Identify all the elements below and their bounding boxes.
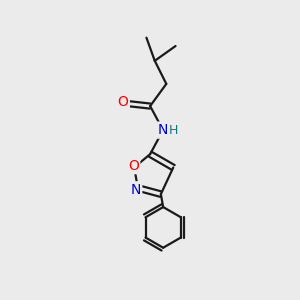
Text: O: O xyxy=(117,95,128,109)
Text: N: N xyxy=(158,123,168,137)
Text: N: N xyxy=(130,183,141,197)
Text: H: H xyxy=(169,124,178,136)
Text: O: O xyxy=(128,159,139,172)
